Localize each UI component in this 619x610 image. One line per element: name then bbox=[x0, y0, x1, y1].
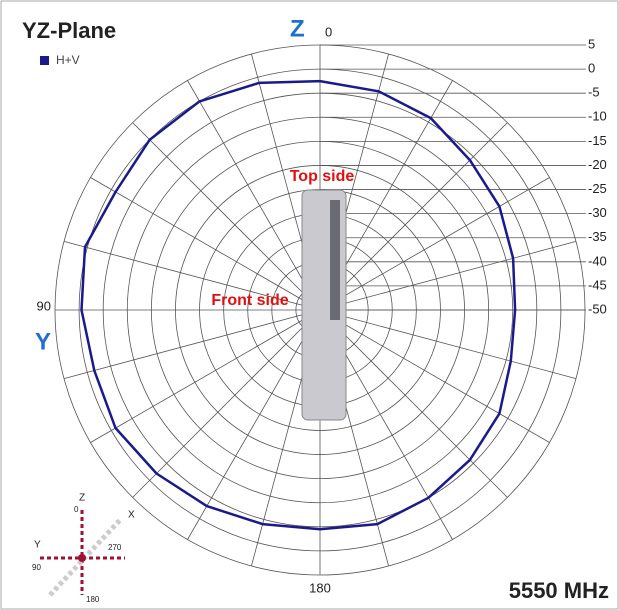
inset-label: 0 bbox=[74, 505, 79, 514]
inset-label: 90 bbox=[32, 563, 41, 572]
inset-label: Y bbox=[34, 540, 41, 551]
spoke bbox=[319, 309, 550, 443]
spoke bbox=[319, 309, 508, 498]
spoke bbox=[319, 122, 508, 311]
inset-axes: Z 0 X Y 90 270 180 bbox=[32, 493, 135, 604]
r-tick-label: -20 bbox=[588, 157, 607, 172]
spoke bbox=[132, 122, 321, 311]
r-tick-label: -25 bbox=[588, 181, 607, 196]
pattern-line bbox=[80, 79, 517, 531]
spoke bbox=[63, 309, 321, 379]
spoke bbox=[90, 309, 321, 443]
r-tick-label: -50 bbox=[588, 301, 607, 316]
axis-letter: Z bbox=[290, 15, 305, 42]
r-tick-label: -35 bbox=[588, 229, 607, 244]
frequency: 5550 MHz bbox=[509, 578, 609, 603]
inset-label: 270 bbox=[108, 543, 122, 552]
theta-tick-label: 90 bbox=[37, 298, 51, 313]
legend-swatch bbox=[40, 56, 49, 65]
r-tick-label: -5 bbox=[588, 85, 600, 100]
annotation: Front side bbox=[211, 292, 288, 309]
inset-label: Z bbox=[79, 493, 85, 504]
inset-label: 180 bbox=[86, 595, 100, 604]
spoke bbox=[132, 309, 321, 498]
annotation: Top side bbox=[290, 168, 355, 185]
r-tick-label: -15 bbox=[588, 133, 607, 148]
theta-tick-label: 0 bbox=[325, 24, 332, 39]
r-tick-label: -40 bbox=[588, 253, 607, 268]
r-tick-label: 5 bbox=[588, 36, 595, 51]
chart-title: YZ-Plane bbox=[22, 18, 116, 43]
spoke bbox=[90, 177, 321, 311]
theta-tick-label: 180 bbox=[309, 580, 331, 595]
device-vents bbox=[330, 200, 340, 320]
spoke bbox=[187, 309, 321, 540]
r-tick-label: -45 bbox=[588, 277, 607, 292]
spoke bbox=[319, 177, 550, 311]
spoke bbox=[63, 241, 321, 311]
r-tick-label: 0 bbox=[588, 61, 595, 76]
r-tick-label: -10 bbox=[588, 109, 607, 124]
axis-letter: Y bbox=[35, 328, 51, 355]
spoke bbox=[319, 241, 577, 311]
spoke bbox=[187, 80, 321, 311]
inset-label: X bbox=[128, 510, 135, 521]
r-tick-label: -30 bbox=[588, 205, 607, 220]
spoke bbox=[319, 309, 577, 379]
legend-label: H+V bbox=[56, 53, 80, 67]
